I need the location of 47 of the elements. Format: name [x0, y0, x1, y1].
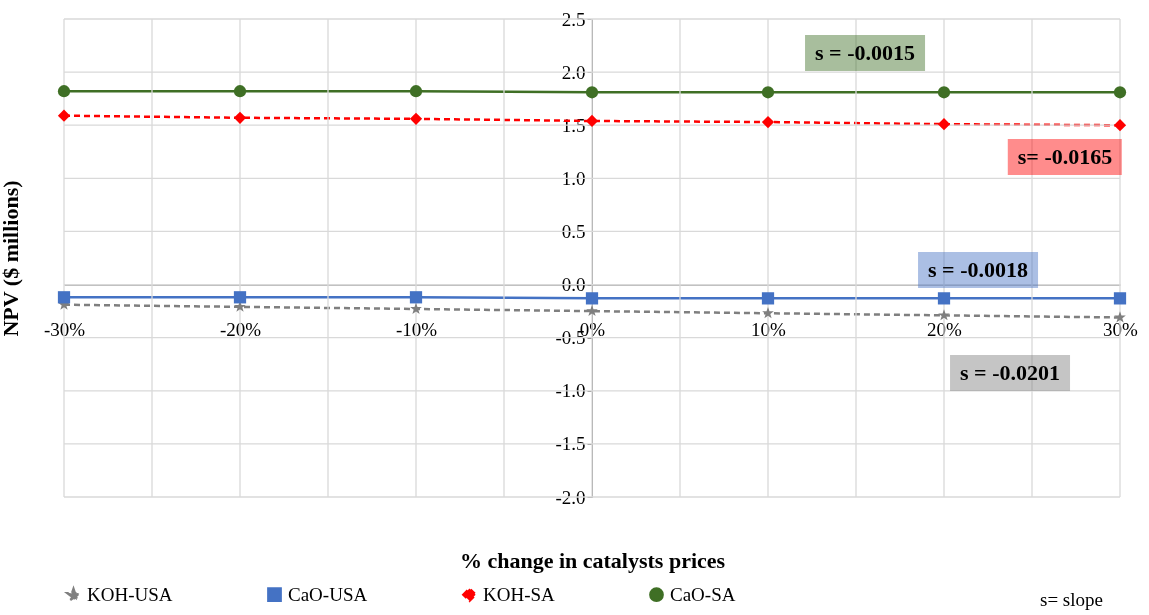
point — [761, 292, 775, 305]
annotation: s= -0.0165 — [1007, 139, 1123, 175]
point — [586, 304, 598, 317]
annotation: s = -0.0018 — [918, 252, 1038, 288]
y-tick-label: 2.0 — [561, 61, 586, 83]
annotation: s = -0.0201 — [950, 355, 1070, 391]
y-axis-title: NPV ($ millions) — [0, 180, 23, 337]
point — [937, 118, 951, 131]
x-tick-label: 10% — [751, 319, 787, 341]
point — [57, 291, 71, 304]
point — [762, 307, 774, 319]
x-tick-label: 20% — [927, 319, 963, 341]
text: s= slope — [1040, 589, 1103, 611]
point — [1113, 119, 1127, 132]
legend-label: CaO-USA — [288, 583, 368, 605]
point — [409, 112, 423, 125]
x-tick-label: 30% — [1103, 319, 1139, 341]
point — [1113, 86, 1127, 99]
y-tick-label: -1.0 — [555, 380, 586, 402]
point — [937, 292, 951, 305]
x-tick-label: -10% — [395, 319, 438, 341]
point — [585, 292, 599, 305]
point — [938, 309, 950, 321]
x-axis-title: % change in catalysts prices — [459, 547, 726, 573]
point — [57, 85, 71, 98]
x-tick-label: -20% — [219, 319, 262, 341]
y-tick-label: -2.0 — [555, 486, 586, 508]
point — [585, 114, 599, 128]
legend-label: KOH-USA — [87, 584, 173, 606]
y-tick-label: -1.5 — [555, 433, 586, 455]
point — [233, 291, 247, 304]
point — [410, 302, 422, 314]
y-tick-label: 2.5 — [561, 8, 586, 30]
point — [409, 85, 423, 98]
annotation: s = -0.0015 — [805, 35, 925, 71]
x-tick-label: -30% — [43, 319, 86, 341]
point — [937, 86, 951, 99]
point — [761, 115, 775, 129]
legend-label: CaO-SA — [670, 583, 736, 605]
point — [585, 86, 599, 99]
legend-label: KOH-SA — [483, 583, 556, 605]
point — [409, 291, 423, 304]
point — [761, 86, 775, 99]
point — [57, 109, 71, 122]
point — [233, 85, 247, 98]
point — [1113, 292, 1127, 305]
point — [233, 111, 247, 124]
